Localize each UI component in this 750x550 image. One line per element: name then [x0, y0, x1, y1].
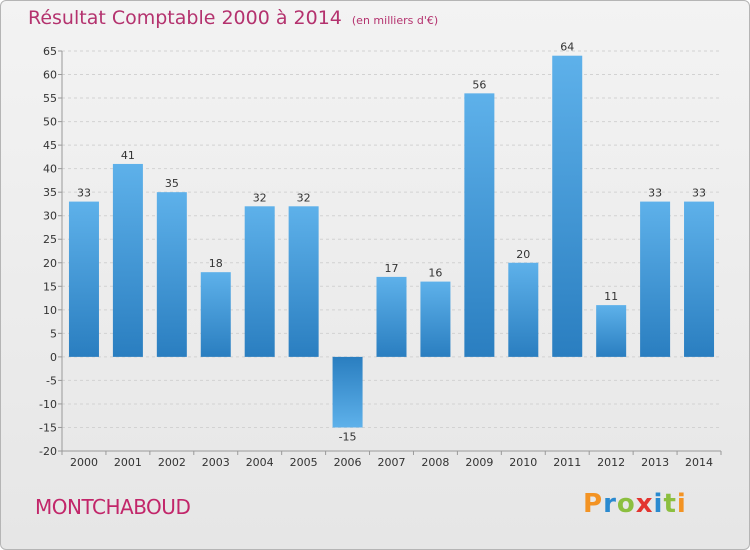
bar [244, 206, 275, 357]
y-tick-label: 25 [43, 233, 57, 246]
data-label: 32 [297, 191, 311, 204]
x-tick-label: 2004 [246, 456, 274, 469]
x-tick-label: 2005 [290, 456, 318, 469]
x-tick-label: 2003 [202, 456, 230, 469]
data-label: 11 [604, 290, 618, 303]
y-tick-label: 35 [43, 186, 57, 199]
y-tick-label: -5 [46, 374, 57, 387]
x-tick-label: 2009 [465, 456, 493, 469]
y-tick-label: 0 [50, 351, 57, 364]
data-label: -15 [339, 430, 357, 443]
bar [464, 93, 495, 357]
x-tick-label: 2001 [114, 456, 142, 469]
brand-logo: Proxiti [583, 489, 687, 519]
data-label: 35 [165, 177, 179, 190]
x-tick-label: 2012 [597, 456, 625, 469]
bar [640, 201, 671, 357]
y-tick-label: 10 [43, 304, 57, 317]
data-label: 17 [385, 262, 399, 275]
y-tick-label: 20 [43, 257, 57, 270]
data-label: 32 [253, 191, 267, 204]
y-tick-label: 60 [43, 69, 57, 82]
data-label: 64 [560, 41, 574, 54]
data-label: 33 [77, 187, 91, 200]
bar [552, 55, 583, 357]
chart-title: Résultat Comptable 2000 à 2014 (en millie… [28, 7, 438, 29]
data-label: 18 [209, 257, 223, 270]
bar [112, 163, 143, 357]
y-tick-label: 65 [43, 45, 57, 58]
bar [596, 305, 627, 357]
chart-subtitle: (en milliers d'€) [351, 14, 439, 27]
bar [508, 262, 539, 357]
location-name: MONTCHABOUD [35, 495, 191, 519]
y-tick-label: 45 [43, 139, 57, 152]
y-tick-label: 40 [43, 163, 57, 176]
x-tick-label: 2006 [334, 456, 362, 469]
bar [376, 276, 407, 357]
y-tick-label: 50 [43, 116, 57, 129]
bar [200, 272, 231, 357]
y-tick-label: 30 [43, 210, 57, 223]
bar [288, 206, 319, 357]
axes: 65605550454035302520151050-5-10-15-20200… [39, 45, 722, 469]
x-tick-label: 2011 [553, 456, 581, 469]
x-tick-label: 2000 [70, 456, 98, 469]
data-label: 56 [472, 78, 486, 91]
y-tick-label: 5 [50, 327, 57, 340]
chart-title-text: Résultat Comptable 2000 à 2014 [28, 7, 342, 29]
data-labels: 33 41 35 18 32 32 -15 17 16 56 20 64 11 33 33 [77, 41, 706, 444]
x-tick-label: 2008 [421, 456, 449, 469]
bar [68, 201, 99, 357]
x-tick-label: 2010 [509, 456, 537, 469]
bars [68, 55, 715, 428]
y-tick-label: -20 [39, 445, 57, 458]
bar [420, 281, 451, 357]
bar [684, 201, 715, 357]
data-label: 41 [121, 149, 135, 162]
data-label: 20 [516, 248, 530, 261]
data-label: 16 [428, 267, 442, 280]
y-tick-label: 55 [43, 92, 57, 105]
bar [332, 356, 363, 428]
y-tick-label: 15 [43, 280, 57, 293]
x-tick-label: 2002 [158, 456, 186, 469]
x-tick-label: 2013 [641, 456, 669, 469]
bar [156, 192, 187, 357]
data-label: 33 [648, 187, 662, 200]
x-tick-label: 2007 [378, 456, 406, 469]
x-tick-label: 2014 [685, 456, 713, 469]
y-tick-label: -15 [39, 421, 57, 434]
y-tick-label: -10 [39, 398, 57, 411]
data-label: 33 [692, 187, 706, 200]
